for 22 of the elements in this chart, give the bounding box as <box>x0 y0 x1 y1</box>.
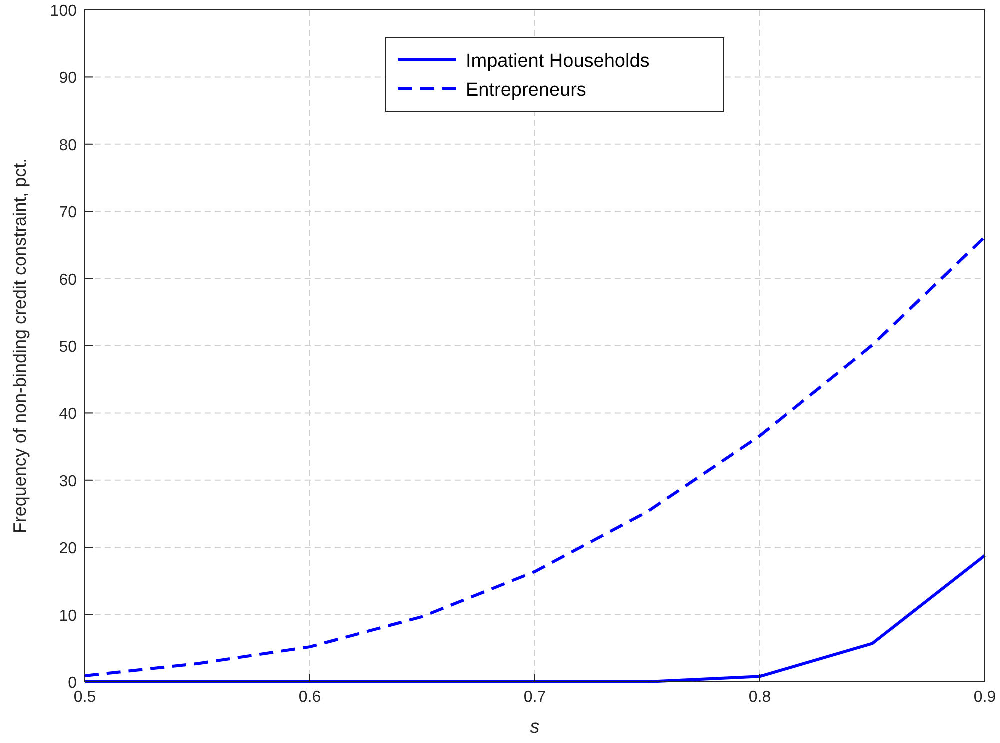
line-series <box>84 554 986 684</box>
x-axis-title: s <box>530 717 540 738</box>
legend-label: Entrepreneurs <box>466 80 586 101</box>
y-tick-label: 40 <box>59 406 78 424</box>
x-tick-label: 0.6 <box>298 689 322 706</box>
y-tick-label: 50 <box>59 339 78 356</box>
x-tick-label: 0.7 <box>524 689 546 706</box>
y-tick-label: 60 <box>59 272 78 289</box>
y-tick-label: 10 <box>59 608 78 625</box>
x-tick-label: 0.9 <box>974 689 996 706</box>
y-tick-label: 80 <box>59 137 78 154</box>
legend-label: Impatient Households <box>466 51 650 72</box>
y-tick-label: 30 <box>59 473 78 490</box>
y-tick-label: 90 <box>59 70 78 88</box>
y-tick-label: 0 <box>68 675 78 692</box>
x-tick-label: 0.5 <box>74 689 96 706</box>
y-tick-label: 70 <box>59 204 78 222</box>
y-axis-title: Frequency of non-binding credit constraint, pct. <box>10 158 30 534</box>
y-tick-label: 100 <box>50 3 78 20</box>
x-tick-label: 0.8 <box>748 689 772 706</box>
y-tick-label: 20 <box>59 540 78 558</box>
line-series <box>84 236 986 678</box>
